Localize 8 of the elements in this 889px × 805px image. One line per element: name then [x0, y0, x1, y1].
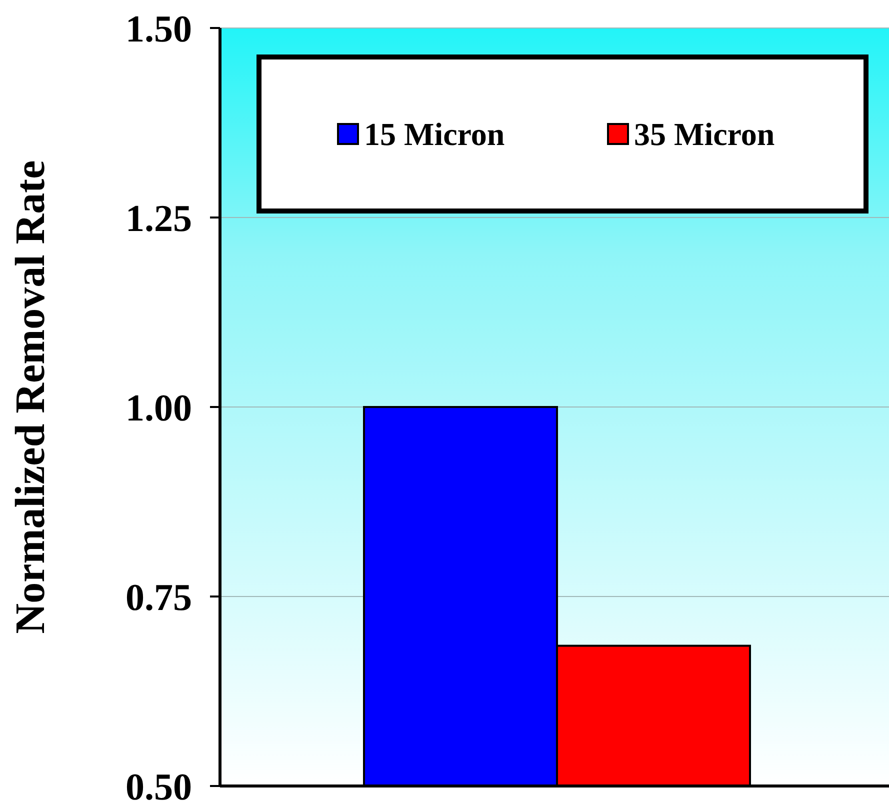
- y-tick-label: 1.25: [126, 198, 192, 240]
- y-tick-label: 1.00: [126, 387, 192, 430]
- legend-label: 15 Micron: [364, 116, 505, 152]
- legend-label: 35 Micron: [634, 116, 775, 152]
- y-tick-label: 0.75: [126, 576, 192, 619]
- y-tick-label: 1.50: [126, 8, 192, 50]
- y-tick-label: 0.50: [126, 766, 192, 805]
- y-axis-title: Normalized Removal Rate: [8, 160, 54, 634]
